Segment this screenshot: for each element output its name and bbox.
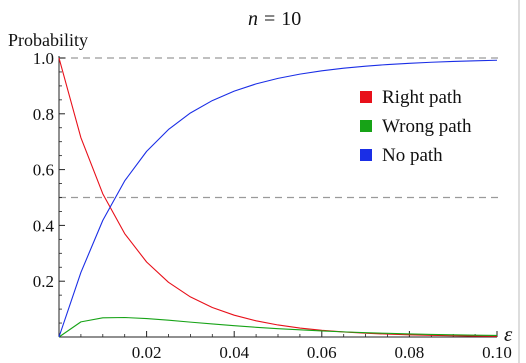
y-tick-label: 0.4 xyxy=(33,216,55,235)
x-tick-label: 0.04 xyxy=(219,343,249,362)
title-variable: n xyxy=(248,8,258,30)
y-tick-label: 1.0 xyxy=(33,49,54,68)
title-equals: = xyxy=(264,8,275,30)
legend-label: No path xyxy=(382,145,443,166)
legend-swatch xyxy=(360,120,372,132)
series-line-wrong-path xyxy=(58,316,498,338)
title-value: 10 xyxy=(281,8,301,30)
x-axis-label: ε xyxy=(504,322,513,346)
legend-label: Right path xyxy=(382,87,462,108)
y-tick-label: 0.2 xyxy=(33,272,54,291)
reference-lines xyxy=(59,57,499,199)
legend-label: Wrong path xyxy=(382,116,472,137)
series-lines xyxy=(58,57,498,338)
x-tick-label: 0.02 xyxy=(132,343,162,362)
legend-swatch xyxy=(360,149,372,161)
legend-swatch xyxy=(360,91,372,103)
x-axis-ticks: 0.02 0.04 0.06 0.08 0.10 xyxy=(80,331,512,362)
x-tick-label: 0.10 xyxy=(482,343,512,362)
y-axis-ticks: 0.2 0.4 0.6 0.8 1.0 xyxy=(33,49,65,324)
series-line-no-path xyxy=(58,59,498,338)
x-tick-label: 0.08 xyxy=(395,343,425,362)
y-tick-label: 0.6 xyxy=(33,161,54,180)
y-tick-label: 0.8 xyxy=(33,105,54,124)
series-line-right-path xyxy=(58,57,498,337)
x-tick-label: 0.06 xyxy=(307,343,337,362)
chart-title: n = 10 xyxy=(248,8,301,30)
y-axis-label: Probability xyxy=(8,30,88,50)
legend: Right path Wrong path No path xyxy=(360,87,472,166)
